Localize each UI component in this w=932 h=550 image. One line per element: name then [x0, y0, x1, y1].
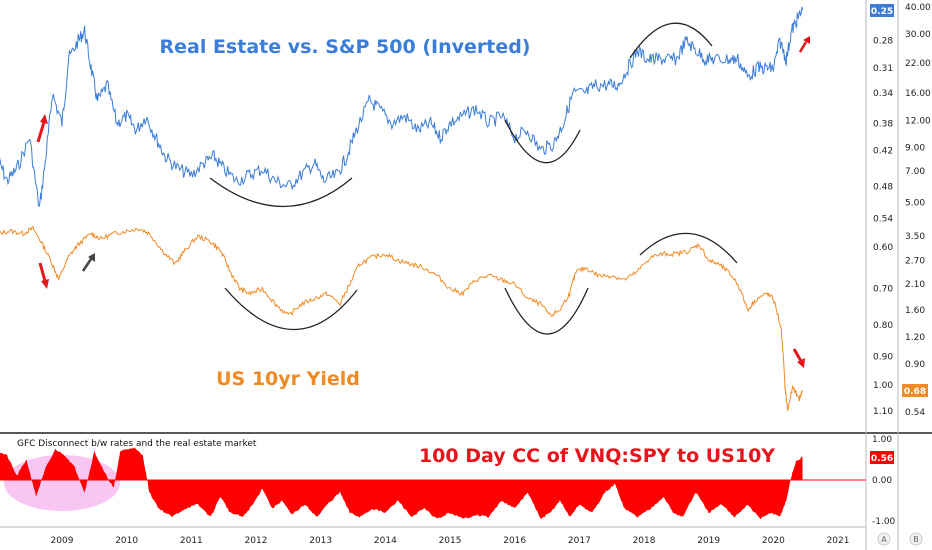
- right-tick-label: 1.60: [905, 306, 925, 316]
- corner-b-label: B: [913, 535, 919, 544]
- oscillator-tick-label: 0.00: [872, 476, 892, 486]
- plot-background: [0, 0, 866, 550]
- arc-orange-top: [639, 232, 738, 264]
- left-tick-label: 0.48: [873, 183, 893, 193]
- corner-a-label: A: [881, 535, 887, 544]
- right-tick-label: 1.20: [905, 333, 925, 343]
- us10y-yield-line: [0, 225, 803, 412]
- left-tick-label: 0.28: [873, 37, 893, 47]
- badge-red: 0.56: [870, 451, 894, 464]
- right-tick-label: 2.70: [905, 257, 925, 267]
- title-real-estate: Real Estate vs. S&P 500 (Inverted): [159, 36, 530, 58]
- left-tick-label: 0.38: [873, 119, 893, 129]
- badge-blue-text: 0.25: [871, 7, 893, 17]
- left-tick-label: 0.60: [873, 243, 893, 253]
- left-tick-label: 0.42: [873, 146, 893, 156]
- arc-orange-bottom-2: [504, 287, 589, 335]
- time-axis-ticks: 2009 2010 2011 2012 2013 2014 2015 2016 2017 2018…: [51, 536, 850, 546]
- left-axis-ticks: 0.28 0.31 0.34 0.38 0.42 0.48 0.54 0.60 0.70 0.80…: [873, 37, 893, 417]
- oscillator-axis-ticks: 1.00 0.00 -1.00: [872, 435, 896, 527]
- time-tick-label: 2009: [51, 536, 74, 546]
- arrow-up-red-small-icon: [798, 36, 810, 53]
- time-tick-label: 2013: [309, 536, 332, 546]
- right-axis-ticks: 40.00 30.00 22.00 16.00 12.00 9.00 7.00 5.00 3.5…: [905, 3, 931, 418]
- title-us10y: US 10yr Yield: [216, 368, 360, 390]
- real-estate-vs-spx-line: [0, 6, 803, 208]
- left-tick-label: 0.54: [873, 214, 893, 224]
- cc-area-series: [0, 447, 803, 520]
- oscillator-tick-label: -1.00: [872, 517, 896, 527]
- right-tick-label: 7.00: [905, 167, 925, 177]
- time-tick-label: 2021: [827, 536, 850, 546]
- pattern-arcs: [209, 22, 738, 335]
- time-tick-label: 2016: [503, 536, 526, 546]
- arc-orange-bottom-1: [224, 287, 358, 331]
- right-tick-label: 0.54: [905, 408, 925, 418]
- arrow-down-red-icon: [38, 262, 49, 289]
- time-tick-label: 2020: [762, 536, 785, 546]
- right-tick-label: 0.90: [905, 360, 925, 370]
- right-tick-label: 16.00: [905, 89, 931, 99]
- left-tick-label: 1.00: [873, 381, 893, 391]
- time-tick-label: 2017: [568, 536, 591, 546]
- arc-blue-bottom-2: [504, 119, 581, 164]
- time-tick-label: 2010: [115, 536, 138, 546]
- badge-orange-text: 0.68: [904, 387, 926, 397]
- arc-blue-bottom-1: [209, 177, 353, 207]
- arrow-down-red-right-icon: [792, 348, 805, 368]
- corner-a-button[interactable]: [877, 532, 891, 546]
- arrow-up-red-icon: [36, 114, 48, 143]
- left-tick-label: 1.10: [873, 407, 893, 417]
- badge-orange: 0.68: [902, 384, 928, 397]
- corner-controls[interactable]: A B: [877, 532, 923, 546]
- arc-blue-top: [629, 22, 713, 59]
- corner-b-button[interactable]: [909, 532, 923, 546]
- right-tick-label: 2.10: [905, 280, 925, 290]
- time-tick-label: 2018: [633, 536, 656, 546]
- right-tick-label: 9.00: [905, 143, 925, 153]
- left-tick-label: 0.90: [873, 353, 893, 363]
- badge-blue: 0.25: [870, 4, 894, 17]
- right-tick-label: 3.50: [905, 232, 925, 242]
- right-tick-label: 5.00: [905, 199, 925, 209]
- right-tick-label: 12.00: [905, 116, 931, 126]
- arrow-up-dark-icon: [81, 253, 95, 272]
- annotation-arrows: [36, 36, 810, 368]
- right-tick-label: 22.00: [905, 59, 931, 69]
- left-tick-label: 0.31: [873, 64, 893, 74]
- time-tick-label: 2011: [180, 536, 203, 546]
- gfc-note: GFC Disconnect b/w rates and the real es…: [17, 439, 257, 449]
- right-tick-label: 40.00: [905, 3, 931, 13]
- time-tick-label: 2014: [374, 536, 397, 546]
- oscillator-tick-label: 1.00: [872, 435, 892, 445]
- left-tick-label: 0.70: [873, 285, 893, 295]
- title-cc: 100 Day CC of VNQ:SPY to US10Y: [419, 445, 775, 467]
- time-tick-label: 2015: [439, 536, 462, 546]
- right-tick-label: 30.00: [905, 30, 931, 40]
- left-tick-label: 0.34: [873, 89, 893, 99]
- badge-red-text: 0.56: [871, 454, 893, 464]
- time-tick-label: 2019: [697, 536, 720, 546]
- left-tick-label: 0.80: [873, 321, 893, 331]
- time-tick-label: 2012: [245, 536, 268, 546]
